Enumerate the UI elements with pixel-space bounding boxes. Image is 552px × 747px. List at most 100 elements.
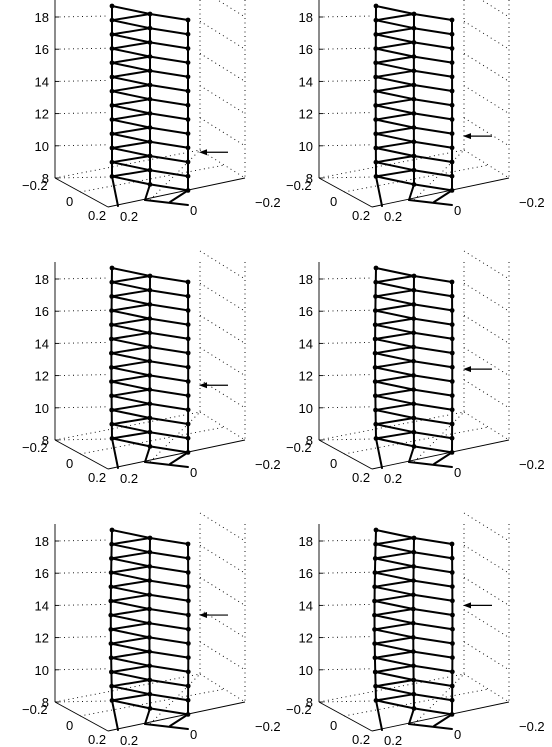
z-tick-label: 8 xyxy=(42,171,49,186)
tower-node xyxy=(109,336,114,342)
tower-node xyxy=(449,584,455,589)
tower-strut xyxy=(374,118,415,129)
y-tick-label: 0.2 xyxy=(384,733,402,747)
grid-line xyxy=(318,374,373,377)
tower-node xyxy=(372,350,378,356)
tower-node xyxy=(185,159,191,165)
y-tick-label: 0 xyxy=(454,203,461,218)
grid-line xyxy=(199,315,246,344)
grid-line xyxy=(463,609,510,638)
tower-strut xyxy=(374,140,415,149)
tower-node xyxy=(373,265,379,271)
x-tick-label: −0.2 xyxy=(22,178,48,193)
tower-strut xyxy=(110,380,151,391)
tower-node xyxy=(108,627,114,632)
tower-strut xyxy=(375,267,415,277)
tower-node xyxy=(147,167,153,173)
tower-strut xyxy=(375,431,415,440)
tower-strut xyxy=(110,664,151,673)
tower-node xyxy=(449,393,455,398)
tower-strut xyxy=(413,537,453,545)
tower-node xyxy=(109,103,115,108)
tower-strut xyxy=(148,346,190,354)
tower-strut xyxy=(373,565,415,574)
tower-node xyxy=(410,592,416,598)
tower-strut xyxy=(111,19,151,30)
grid-line xyxy=(199,117,246,147)
tower-strut xyxy=(373,650,415,659)
tower-node xyxy=(147,11,153,17)
tower-node xyxy=(185,322,191,327)
tower-base xyxy=(111,437,119,469)
tower-strut xyxy=(148,360,190,369)
tower-node xyxy=(411,167,417,173)
x-axis-line xyxy=(54,439,109,470)
tower-strut xyxy=(149,183,189,192)
tower-node xyxy=(185,435,191,441)
tower-node xyxy=(109,279,115,285)
tower-node xyxy=(147,649,152,654)
tower-strut xyxy=(109,642,151,653)
tower-strut xyxy=(374,69,415,78)
tower-strut xyxy=(148,431,190,440)
tower-strut xyxy=(111,437,151,448)
tower-strut xyxy=(111,155,151,164)
tower-node xyxy=(372,308,378,313)
tower-strut xyxy=(374,98,415,107)
x-tick-label: 0.2 xyxy=(88,470,106,485)
tower-strut xyxy=(413,275,453,283)
tower-strut xyxy=(375,175,415,186)
tower-node xyxy=(185,379,191,384)
tower-node xyxy=(449,308,455,313)
tower-node xyxy=(109,669,114,675)
tower-base xyxy=(433,713,453,727)
z-tick-label: 12 xyxy=(299,369,313,384)
tower-strut xyxy=(412,664,454,673)
arrow-head xyxy=(463,133,471,140)
tower-strut xyxy=(149,84,189,92)
tower-strut xyxy=(148,565,190,574)
z-tick-label: 16 xyxy=(35,566,49,581)
x-tick-label: 0.2 xyxy=(352,732,370,747)
tower-node xyxy=(411,578,416,583)
floor-grid xyxy=(343,688,490,717)
tower-strut xyxy=(374,19,415,30)
grid-line xyxy=(318,341,373,344)
tower-node xyxy=(411,358,416,364)
tower-node xyxy=(108,655,114,661)
x-tick-label: −0.2 xyxy=(286,440,312,455)
z-tick-label: 16 xyxy=(299,42,313,57)
arrow-head xyxy=(199,382,207,389)
tower-strut xyxy=(412,579,454,588)
x-axis-line xyxy=(54,177,109,208)
tower-node xyxy=(411,182,417,187)
tower-node xyxy=(109,60,115,66)
tower-node xyxy=(411,330,417,336)
tower-node xyxy=(185,102,191,108)
tower-strut xyxy=(374,295,415,306)
tower-node xyxy=(109,131,115,137)
tower-strut xyxy=(374,84,415,93)
tower-strut xyxy=(110,671,151,681)
tower-node xyxy=(185,173,191,179)
grid-line xyxy=(54,406,109,409)
y-tick-label: 0.2 xyxy=(120,733,138,747)
tower-node xyxy=(411,429,417,435)
tower-node xyxy=(373,88,379,94)
tower-strut xyxy=(374,417,415,426)
tower-strut xyxy=(374,374,415,383)
grid-line xyxy=(318,636,373,639)
tower-strut xyxy=(374,543,415,554)
z-tick-label: 18 xyxy=(299,272,313,287)
z-tick-label: 10 xyxy=(299,139,313,154)
tower-strut xyxy=(111,169,151,178)
tower-strut xyxy=(110,374,151,383)
tower-node xyxy=(147,663,152,669)
z-tick-label: 12 xyxy=(35,369,49,384)
grid-line xyxy=(318,700,373,703)
grid-line xyxy=(318,176,373,179)
tower-node xyxy=(372,598,377,604)
tower-node xyxy=(185,584,191,589)
tower-node xyxy=(449,570,455,575)
tower-strut xyxy=(110,394,151,405)
